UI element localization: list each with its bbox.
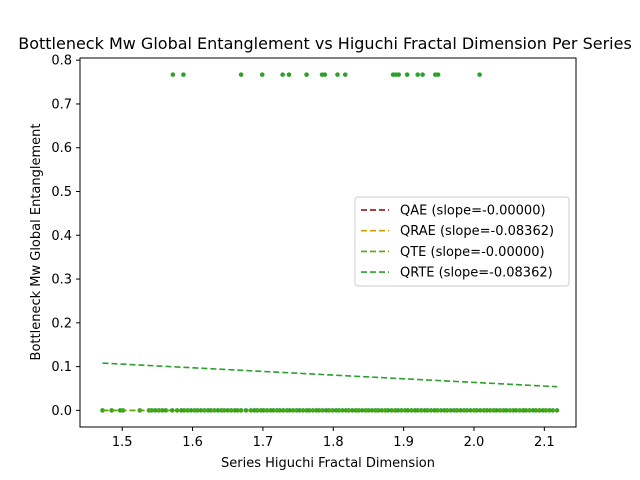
y-tick-label-7: 0.7	[51, 97, 72, 112]
y-tick-label-2: 0.2	[51, 316, 72, 331]
x-tick-label-5: 2.0	[464, 435, 485, 450]
scatter-point-high-13	[396, 72, 402, 77]
scatter-point-low-114	[513, 408, 519, 413]
y-tick-label-8: 0.8	[51, 54, 72, 69]
y-tick-label-5: 0.5	[51, 185, 72, 200]
scatter-point-high-18	[435, 72, 441, 77]
scatter-point-low-42	[277, 408, 283, 413]
legend-box	[354, 196, 570, 287]
legend-label-1: QRAE (slope=-0.08362)	[400, 224, 554, 239]
scatter-point-high-14	[404, 72, 410, 77]
x-tick-label-2: 1.7	[253, 435, 274, 450]
scatter-point-low-75	[385, 408, 391, 413]
scatter-point-low-40	[271, 408, 276, 413]
scatter-point-low-67	[359, 408, 365, 413]
scatter-point-low-78	[395, 408, 401, 413]
scatter-point-high-15	[415, 72, 421, 77]
x-tick-label-3: 1.8	[323, 435, 344, 450]
x-tick-label-0: 1.5	[112, 435, 133, 450]
scatter-point-high-9	[335, 72, 340, 77]
scatter-point-low-81	[405, 408, 411, 413]
scatter-point-low-37	[261, 408, 266, 413]
legend-label-0: QAE (slope=-0.00000)	[400, 204, 546, 219]
y-tick-label-0: 0.0	[51, 404, 72, 419]
scatter-point-high-4	[280, 72, 285, 77]
scatter-point-high-16	[420, 72, 425, 77]
plot-frame	[79, 57, 577, 428]
scatter-point-low-111	[504, 408, 509, 413]
legend: QAE (slope=-0.00000) QRAE (slope=-0.08362…	[354, 196, 570, 287]
scatter-point-low-94	[448, 408, 454, 413]
scatter-point-low-97	[458, 408, 463, 413]
scatter-point-low-24	[215, 408, 221, 413]
x-axis-label: Series Higuchi Fractal Dimension	[221, 456, 435, 471]
plot-area	[100, 72, 560, 413]
scatter-point-low-105	[484, 408, 489, 413]
y-tick-label-6: 0.6	[51, 141, 72, 156]
y-axis-label: Bottleneck Mw Global Entanglement	[29, 124, 44, 361]
x-tick-label-4: 1.9	[393, 435, 414, 450]
scatter-point-high-1	[181, 72, 186, 77]
y-axis: 0.0 0.1 0.2 0.3 0.4 0.5 0.6 0.7 0.8	[51, 54, 80, 419]
scatter-point-low-64	[349, 408, 355, 413]
scatter-point-high-5	[286, 72, 292, 77]
scatter-point-low-48	[297, 408, 302, 413]
scatter-point-low-103	[478, 408, 483, 413]
scatter-point-low-27	[225, 408, 231, 413]
scatter-point-low-19	[198, 408, 204, 413]
scatter-point-high-10	[342, 72, 348, 77]
scatter-point-low-70	[369, 408, 375, 413]
scatter-point-low-108	[494, 408, 499, 413]
y-tick-label-3: 0.3	[51, 273, 72, 288]
scatter-point-low-16	[188, 408, 194, 413]
scatter-point-low-100	[468, 408, 473, 413]
scatter-point-high-8	[322, 72, 328, 77]
y-tick-label-1: 0.1	[51, 360, 72, 375]
chart-title: Bottleneck Mw Global Entanglement vs Hig…	[18, 34, 632, 53]
scatter-point-low-32	[243, 408, 249, 413]
scatter-point-high-0	[170, 72, 176, 77]
scatter-point-low-7	[152, 408, 158, 413]
x-tick-label-1: 1.6	[182, 435, 203, 450]
x-tick-label-6: 2.1	[534, 435, 555, 450]
y-tick-label-4: 0.4	[51, 229, 72, 244]
scatter-point-high-3	[259, 72, 265, 77]
x-axis: 1.5 1.6 1.7 1.8 1.9 2.0 2.1	[112, 427, 555, 450]
scatter-point-high-2	[238, 72, 244, 77]
scatter-point-low-11	[169, 408, 175, 413]
scatter-point-low-45	[287, 408, 292, 413]
scatter-point-high-6	[304, 72, 309, 77]
series-line-3	[102, 362, 558, 388]
scatter-point-low-51	[307, 408, 312, 413]
legend-label-2: QTE (slope=-0.00000)	[400, 245, 545, 260]
scatter-point-high-19	[477, 72, 482, 77]
legend-label-3: QRTE (slope=-0.08362)	[400, 266, 553, 281]
